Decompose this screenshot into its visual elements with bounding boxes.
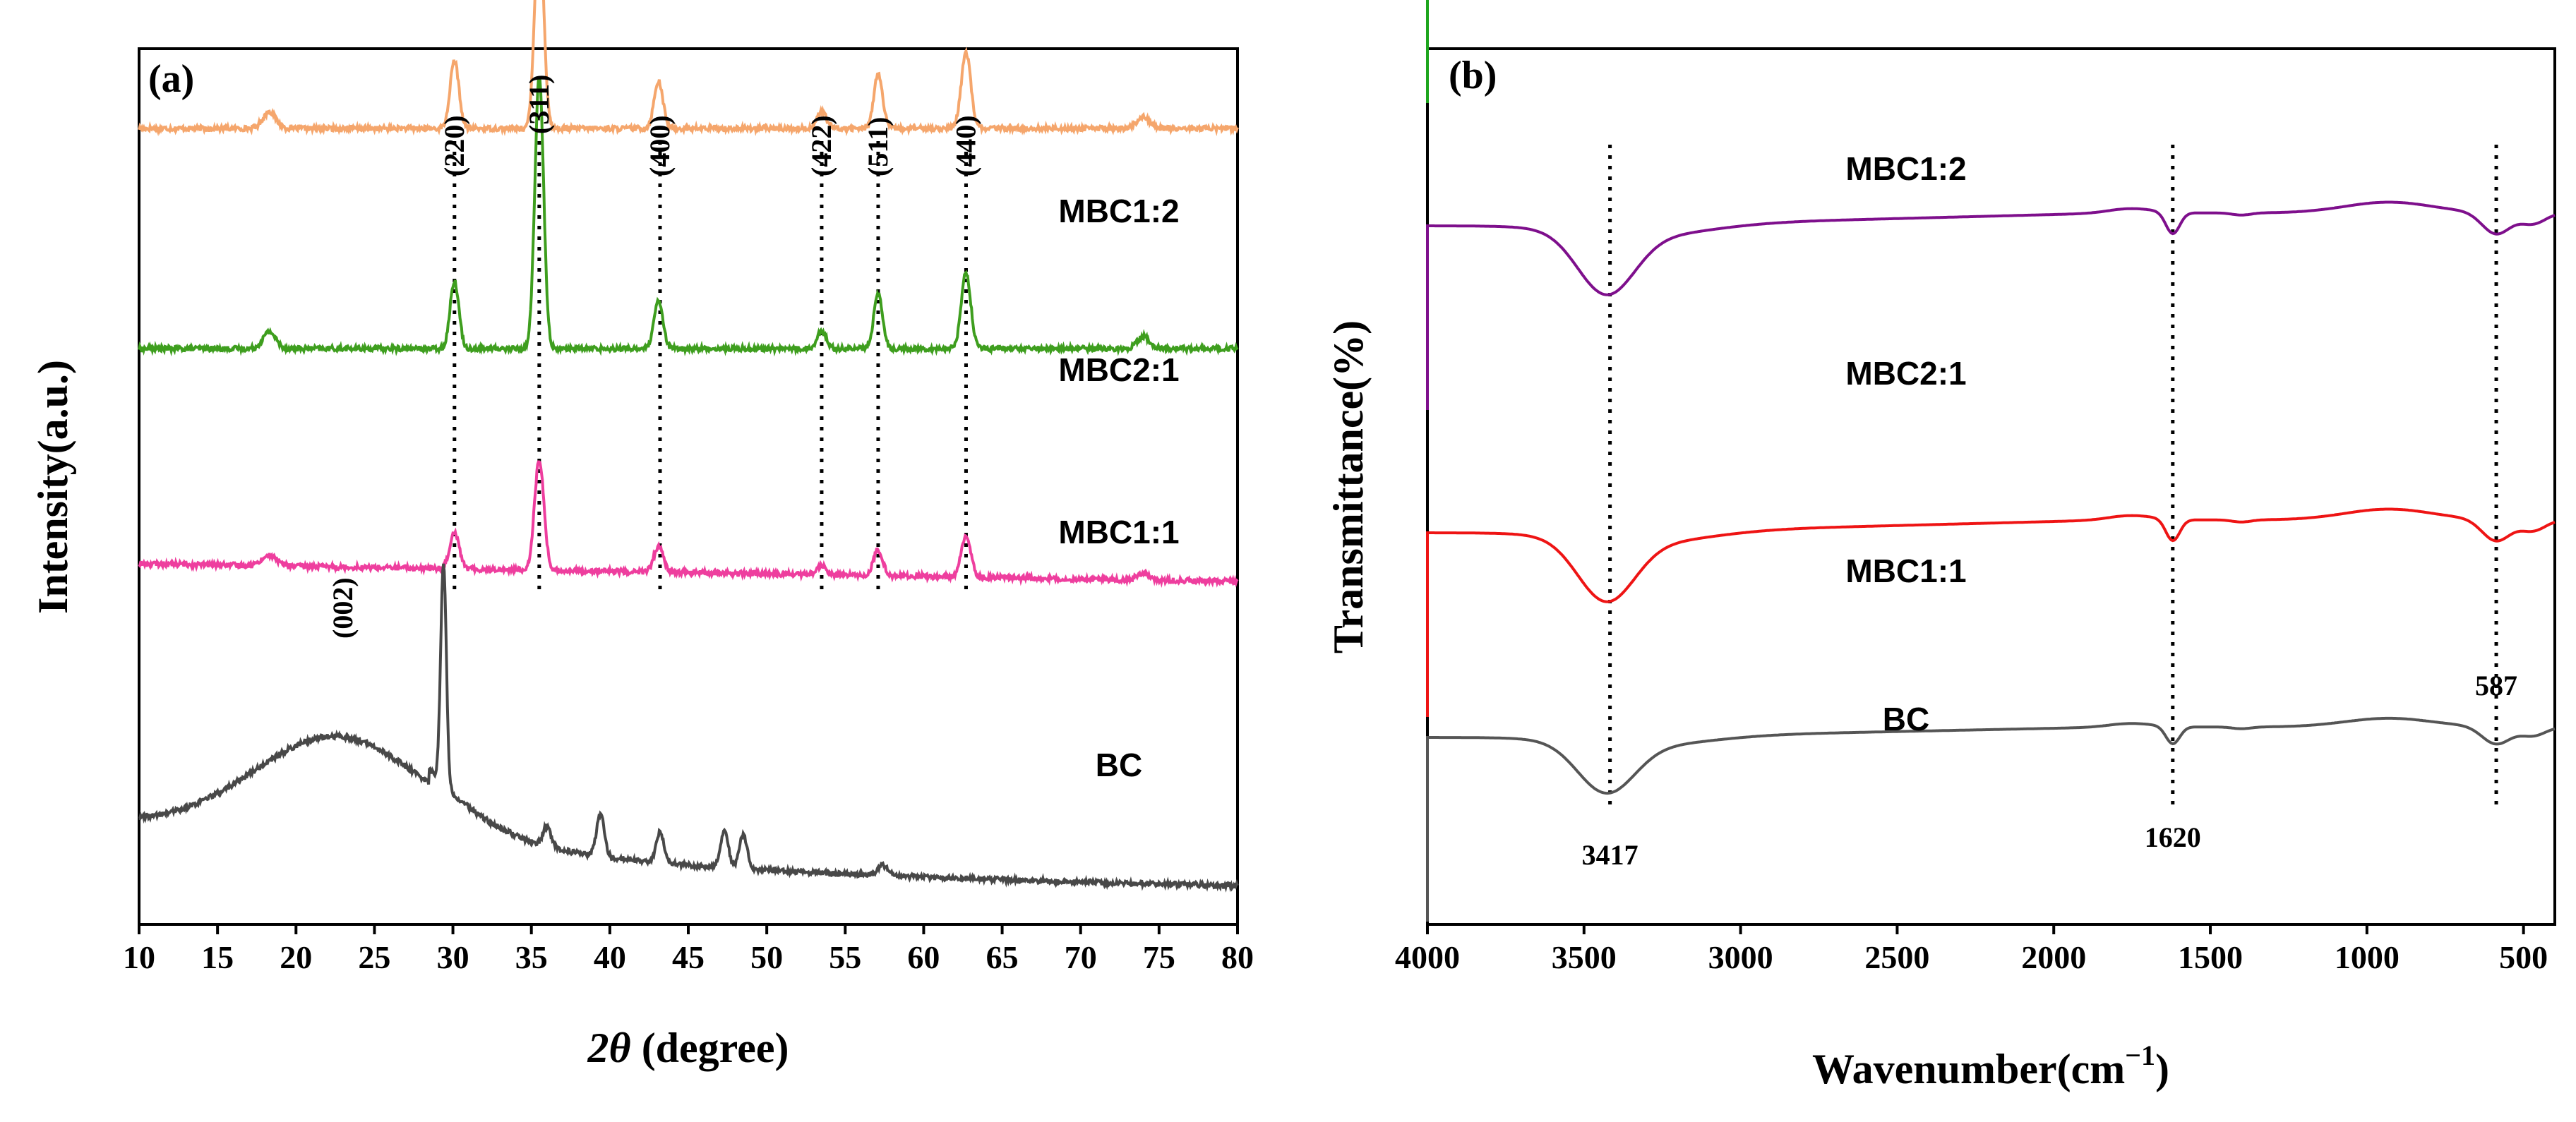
xrd-x-tick-label: 30	[437, 939, 469, 975]
ftir-x-tick-label: 3000	[1708, 939, 1773, 975]
ftir-series-label: BC	[1883, 701, 1929, 737]
ftir-y-axis-title: Transmittance(%)	[1325, 320, 1372, 653]
ftir-x-tick-label: 2500	[1864, 939, 1929, 975]
ftir-series-group	[1426, 0, 2556, 922]
ftir-x-tick-label: 4000	[1395, 939, 1460, 975]
xrd-x-tick-label: 20	[280, 939, 312, 975]
ftir-series-line	[1426, 507, 2556, 717]
xrd-y-axis-title: Intensity(a.u.)	[30, 360, 76, 614]
xrd-x-tick-label: 65	[986, 939, 1019, 975]
ftir-reference-lines	[1608, 145, 2498, 812]
xrd-series-labels: MBC1:2 MBC2:1 MBC1:1 BC	[1058, 193, 1179, 783]
ftir-series-line	[1426, 200, 2556, 410]
xrd-peak-labels: (220) (311) (400) (422) (511) (440) (002)	[327, 75, 981, 639]
ftir-x-tick-label: 1500	[2178, 939, 2243, 975]
xrd-series-line	[138, 76, 1239, 357]
ftir-panel: (b) 4000 3500 3000 2500 2000 1500 1000 500 MBC1…	[1325, 0, 2556, 1092]
xrd-x-tick-label: 80	[1221, 939, 1254, 975]
xrd-series-line	[138, 563, 1239, 893]
xrd-series-line	[138, 460, 1239, 589]
ftir-series-label: MBC1:2	[1845, 150, 1966, 187]
xrd-reference-lines	[453, 141, 968, 593]
ftir-series-line	[1426, 716, 2556, 922]
xrd-peak-label: (422)	[805, 115, 837, 176]
xrd-x-tick-label: 45	[672, 939, 705, 975]
xrd-panel: (a) 10 15 20 25 30 35 40 45 50 55 60 65 70 75 80 (220)…	[30, 0, 1254, 1071]
xrd-x-tick-label: 40	[594, 939, 626, 975]
xrd-panel-label: (a)	[148, 57, 194, 101]
xrd-x-tick-label: 25	[358, 939, 390, 975]
xrd-peak-label: (440)	[949, 115, 981, 176]
ftir-x-axis-title: Wavenumber(cm−1)	[1812, 1039, 2169, 1092]
xrd-series-group	[138, 0, 1239, 893]
xrd-x-tick-label: 10	[123, 939, 155, 975]
xrd-series-label: MBC2:1	[1058, 351, 1179, 388]
xrd-x-tick-label: 55	[829, 939, 861, 975]
ftir-band-label: 587	[2475, 670, 2517, 701]
xrd-peak-label: (220)	[438, 115, 470, 176]
xrd-series-label: MBC1:1	[1058, 514, 1179, 550]
xrd-peak-label: (400)	[644, 115, 676, 176]
ftir-x-tick-label: 3500	[1552, 939, 1617, 975]
ftir-x-tick-label: 500	[2499, 939, 2548, 975]
ftir-plot-frame	[1426, 47, 2556, 926]
xrd-x-tick-label: 35	[515, 939, 548, 975]
xrd-broad-peak-label: (002)	[327, 577, 359, 639]
ftir-band-label: 3417	[1582, 839, 1639, 871]
xrd-peak-label: (311)	[523, 75, 555, 134]
xrd-series-label: BC	[1096, 747, 1142, 783]
xrd-x-tick-label: 70	[1065, 939, 1097, 975]
ftir-panel-label: (b)	[1449, 54, 1497, 97]
xrd-x-axis-title: 2θ (degree)	[587, 1025, 789, 1071]
xrd-x-tick-label: 75	[1143, 939, 1175, 975]
ftir-x-tick-label: 1000	[2335, 939, 2400, 975]
xrd-peak-label: (511)	[862, 117, 894, 176]
ftir-band-labels: 3417 1620 587	[1582, 670, 2517, 871]
xrd-series-label: MBC1:2	[1058, 193, 1179, 229]
xrd-x-tick-label: 60	[907, 939, 940, 975]
ftir-series-labels: MBC1:2 MBC2:1 MBC1:1 BC	[1845, 150, 1966, 737]
xrd-plot-frame	[138, 47, 1239, 926]
ftir-series-label: MBC1:1	[1845, 553, 1966, 589]
xrd-x-tick-label: 15	[201, 939, 234, 975]
ftir-series-label: MBC2:1	[1845, 355, 1966, 392]
ftir-band-label: 1620	[2145, 821, 2201, 853]
ftir-series-line	[1426, 0, 1429, 103]
xrd-series-line	[138, 0, 1239, 137]
ftir-x-ticks: 4000 3500 3000 2500 2000 1500 1000 500	[1395, 924, 2548, 975]
ftir-x-tick-label: 2000	[2021, 939, 2086, 975]
xrd-x-ticks: 10 15 20 25 30 35 40 45 50 55 60 65 70 75 80	[123, 924, 1254, 975]
xrd-x-tick-label: 50	[750, 939, 783, 975]
